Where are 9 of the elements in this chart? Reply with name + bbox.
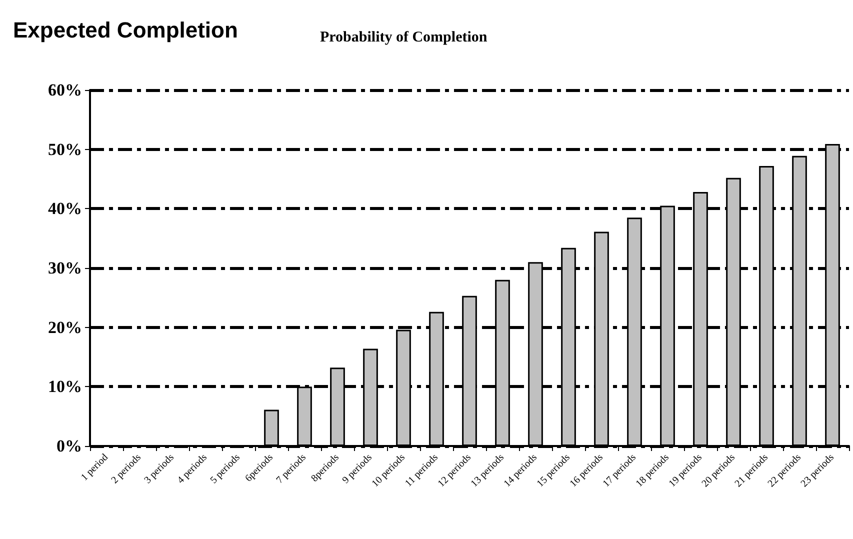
y-tick-label: 10% [48, 377, 82, 396]
y-tick-label: 30% [48, 258, 82, 278]
y-tick-label: 0% [56, 436, 82, 456]
y-tick-label: 50% [48, 140, 82, 159]
y-tick-label: 40% [48, 199, 82, 218]
y-tick-label: 20% [48, 318, 82, 337]
y-tick-label: 60% [48, 80, 82, 100]
chart-title: Expected Completion [13, 18, 238, 42]
chart-subtitle: Probability of Completion [320, 30, 488, 46]
